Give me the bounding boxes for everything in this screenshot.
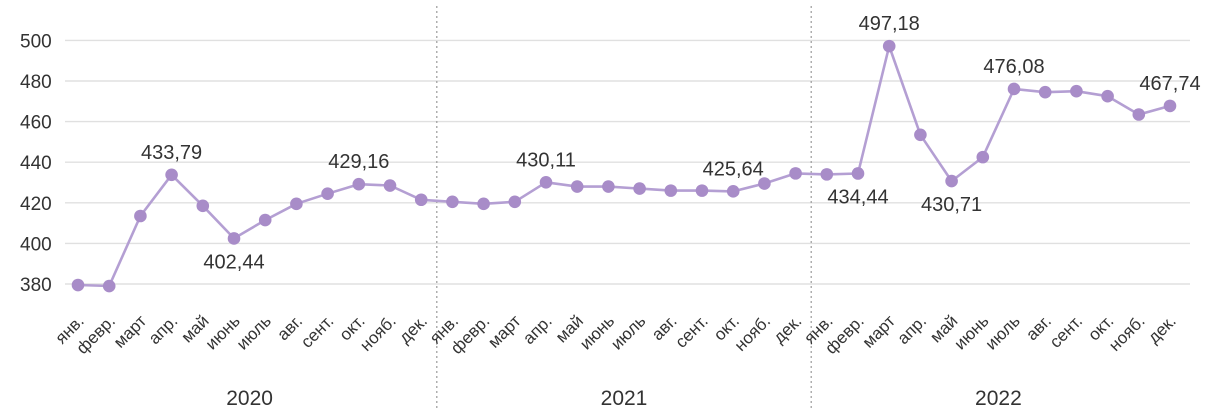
x-tick-label: дек. bbox=[770, 311, 806, 347]
x-tick-label: март bbox=[859, 311, 899, 351]
year-label: 2022 bbox=[975, 387, 1022, 410]
x-tick-label: апр. bbox=[519, 311, 556, 348]
data-label: 434,44 bbox=[827, 186, 888, 208]
data-point bbox=[414, 193, 428, 207]
data-label: 430,11 bbox=[516, 149, 576, 171]
x-tick-label: нояб. bbox=[731, 311, 774, 354]
data-point bbox=[227, 232, 241, 245]
data-label: 467,74 bbox=[1139, 73, 1200, 95]
data-point bbox=[1163, 99, 1177, 113]
year-label: 2021 bbox=[601, 387, 648, 410]
x-tick-label: нояб. bbox=[1105, 311, 1148, 354]
data-point bbox=[789, 167, 802, 180]
x-tick-label: март bbox=[484, 311, 524, 351]
data-point bbox=[383, 179, 397, 192]
data-point bbox=[726, 185, 740, 198]
data-point bbox=[758, 177, 771, 190]
data-point bbox=[290, 197, 303, 211]
y-tick-label: 480 bbox=[20, 72, 52, 93]
data-point bbox=[321, 187, 334, 200]
x-tick-label: нояб. bbox=[356, 311, 399, 354]
data-point bbox=[71, 278, 85, 292]
x-tick-label: апр. bbox=[145, 311, 182, 348]
data-point bbox=[196, 199, 210, 213]
series-markers bbox=[71, 39, 1177, 293]
data-point bbox=[1132, 108, 1146, 121]
data-point bbox=[446, 195, 459, 209]
x-axis: янв.февр.мартапр.майиюньиюльавг.сент.окт… bbox=[52, 311, 1180, 358]
y-tick-label: 400 bbox=[20, 234, 52, 255]
data-label: 430,71 bbox=[921, 194, 982, 216]
data-point bbox=[695, 184, 709, 197]
data-label: 433,79 bbox=[141, 142, 202, 164]
x-tick-label: июль bbox=[982, 311, 1024, 353]
data-label: 497,18 bbox=[859, 13, 920, 35]
year-labels: 2020 2021 2022 bbox=[226, 387, 1022, 410]
data-label: 429,16 bbox=[328, 151, 389, 173]
y-tick-label: 440 bbox=[20, 153, 52, 174]
data-point bbox=[570, 180, 584, 193]
y-tick-label: 460 bbox=[20, 113, 52, 134]
data-point bbox=[352, 177, 366, 191]
x-tick-label: июнь bbox=[576, 311, 618, 353]
data-point bbox=[508, 195, 522, 209]
y-tick-label: 380 bbox=[20, 275, 52, 296]
data-point bbox=[976, 150, 990, 164]
y-tick-label: 420 bbox=[20, 194, 52, 215]
x-tick-label: июль bbox=[233, 311, 275, 353]
data-labels: 433,79 402,44 429,16 430,11 425,64 434,44 497,… bbox=[141, 13, 1201, 273]
data-point bbox=[633, 182, 646, 195]
data-point bbox=[258, 213, 272, 227]
x-tick-label: сент. bbox=[1046, 311, 1086, 351]
data-point bbox=[851, 167, 865, 180]
data-point bbox=[539, 175, 553, 189]
x-tick-label: июнь bbox=[951, 311, 993, 353]
data-point bbox=[1070, 84, 1083, 98]
data-label: 476,08 bbox=[983, 56, 1044, 78]
series-line bbox=[77, 44, 1171, 288]
data-label: 425,64 bbox=[703, 158, 764, 180]
grid-lines bbox=[65, 39, 1190, 285]
data-point bbox=[477, 197, 490, 211]
data-point bbox=[664, 184, 678, 197]
x-tick-label: сент. bbox=[672, 311, 712, 351]
x-tick-label: июль bbox=[607, 311, 649, 353]
x-tick-label: июнь bbox=[202, 311, 244, 353]
y-tick-label: 500 bbox=[20, 31, 52, 52]
data-label: 402,44 bbox=[203, 251, 264, 273]
data-point bbox=[134, 209, 147, 223]
data-point bbox=[165, 168, 178, 182]
data-point bbox=[945, 174, 958, 188]
data-point bbox=[1038, 85, 1052, 99]
data-point bbox=[602, 180, 615, 193]
year-separators bbox=[436, 6, 812, 410]
x-tick-label: апр. bbox=[894, 311, 931, 348]
data-point bbox=[820, 168, 834, 181]
data-point bbox=[914, 128, 927, 142]
data-point bbox=[1101, 89, 1114, 103]
x-tick-label: сент. bbox=[297, 311, 337, 351]
data-point bbox=[102, 279, 116, 293]
data-point bbox=[1007, 82, 1021, 96]
data-point bbox=[882, 39, 896, 53]
y-axis: 380 400 420 440 460 480 500 bbox=[20, 31, 52, 296]
year-label: 2020 bbox=[226, 387, 273, 410]
x-tick-label: дек. bbox=[395, 311, 431, 347]
x-tick-label: март bbox=[110, 311, 150, 351]
x-tick-label: дек. bbox=[1144, 311, 1180, 347]
